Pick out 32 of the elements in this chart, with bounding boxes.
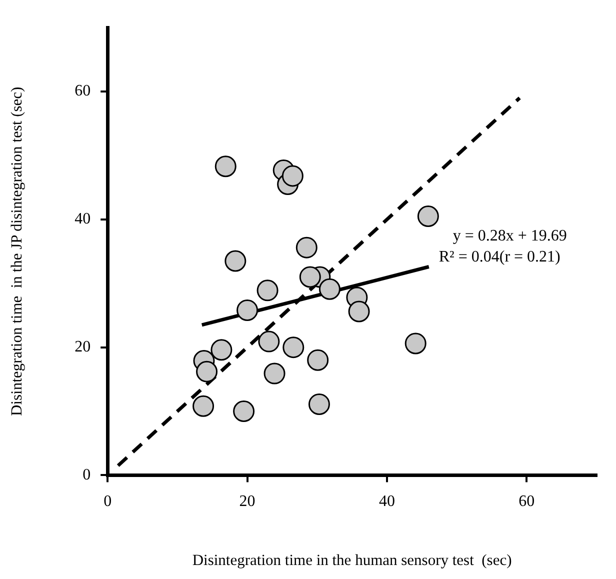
point — [282, 165, 304, 187]
point — [308, 393, 330, 415]
y-axis-title: Disintegration time in the JP disintegration test (sec) — [8, 86, 26, 416]
point — [318, 278, 340, 300]
y-tick-label: 20 — [74, 338, 91, 356]
x-tick-label: 20 — [239, 493, 256, 510]
point — [417, 205, 439, 227]
point — [236, 299, 258, 321]
point — [210, 339, 232, 361]
annotation: y = 0.28x + 19.69 — [452, 228, 567, 245]
point — [348, 300, 370, 322]
x-tick-label: 60 — [518, 493, 535, 510]
point — [299, 266, 321, 288]
point — [264, 362, 286, 384]
point — [192, 395, 214, 417]
point — [258, 330, 280, 352]
annotation: R² = 0.04(r = 0.21) — [438, 248, 560, 266]
point — [404, 332, 426, 354]
point — [256, 280, 278, 302]
y-tick-label: 40 — [74, 210, 91, 228]
point — [214, 156, 236, 178]
x-tick-label: 40 — [378, 493, 395, 510]
point — [196, 360, 218, 382]
point — [233, 400, 255, 422]
y-tick-label: 0 — [82, 466, 91, 484]
point — [282, 336, 304, 358]
x-axis-title: Disintegration time in the human sensory test (sec) — [192, 552, 512, 569]
y-tick-label: 60 — [74, 82, 91, 100]
x-tick-label: 0 — [104, 493, 112, 510]
point — [307, 349, 329, 371]
point — [224, 250, 246, 272]
point — [296, 236, 318, 258]
